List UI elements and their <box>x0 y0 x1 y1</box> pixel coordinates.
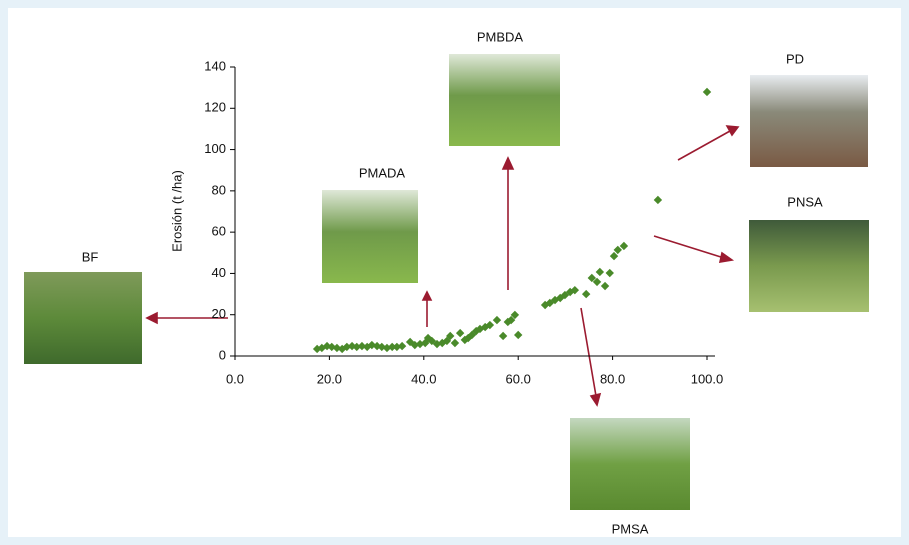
arrow-head <box>725 125 740 137</box>
x-tick-label: 40.0 <box>411 371 436 386</box>
point <box>609 251 619 261</box>
y-tick-label: 20 <box>212 306 226 321</box>
annotation: PMSA <box>612 521 649 536</box>
y-tick-label: 60 <box>212 224 226 239</box>
photo <box>322 190 418 283</box>
y-tick-label: 140 <box>204 58 226 73</box>
x-tick-label: 60.0 <box>506 371 531 386</box>
y-tick-label: 40 <box>212 265 226 280</box>
photo <box>449 54 560 146</box>
point <box>498 331 508 341</box>
x-tick-label: 0.0 <box>226 371 244 386</box>
point <box>514 330 523 340</box>
arrow-head <box>589 392 602 407</box>
point <box>485 320 495 330</box>
point <box>581 289 591 299</box>
arrow <box>653 235 725 259</box>
photo <box>570 418 690 510</box>
y-tick-label: 0 <box>219 347 226 362</box>
point <box>613 245 622 255</box>
arrows <box>145 125 740 407</box>
annotation: PNSA <box>787 194 823 209</box>
x-tick-label: 100.0 <box>691 371 724 386</box>
point <box>619 241 629 251</box>
point <box>450 338 460 348</box>
point <box>387 342 397 352</box>
x-tick-label: 80.0 <box>600 371 625 386</box>
x-tick-label: 20.0 <box>317 371 342 386</box>
point <box>342 342 352 352</box>
annotation: PMBDA <box>477 29 524 44</box>
point <box>397 341 407 351</box>
point <box>352 342 361 352</box>
point <box>605 268 614 278</box>
annotation: PD <box>786 51 804 66</box>
photo <box>750 75 868 167</box>
arrow-head <box>501 156 515 170</box>
point <box>653 195 663 205</box>
y-tick-label: 80 <box>212 182 226 197</box>
point <box>492 315 502 325</box>
point <box>392 342 402 352</box>
y-axis-label: Erosión (t /ha) <box>169 170 184 252</box>
y-tick-label: 120 <box>204 100 226 115</box>
y-tick-label: 100 <box>204 141 226 156</box>
point <box>595 267 605 277</box>
point <box>560 290 570 300</box>
point <box>587 273 597 283</box>
arrow-head <box>145 311 158 325</box>
photo <box>24 272 142 364</box>
point <box>545 298 555 308</box>
point <box>510 310 520 320</box>
arrow-head <box>421 290 433 301</box>
point <box>570 285 580 295</box>
photo <box>749 220 869 312</box>
point <box>506 315 516 325</box>
arrow <box>580 307 597 397</box>
annotation: BF <box>82 249 99 264</box>
point <box>357 341 367 351</box>
point <box>702 87 712 97</box>
point <box>446 331 455 341</box>
arrow <box>677 130 731 161</box>
point <box>455 328 465 338</box>
arrow-head <box>718 251 735 263</box>
point <box>600 281 610 291</box>
annotation: PMADA <box>359 165 406 180</box>
point <box>592 277 602 287</box>
photos <box>24 54 869 510</box>
